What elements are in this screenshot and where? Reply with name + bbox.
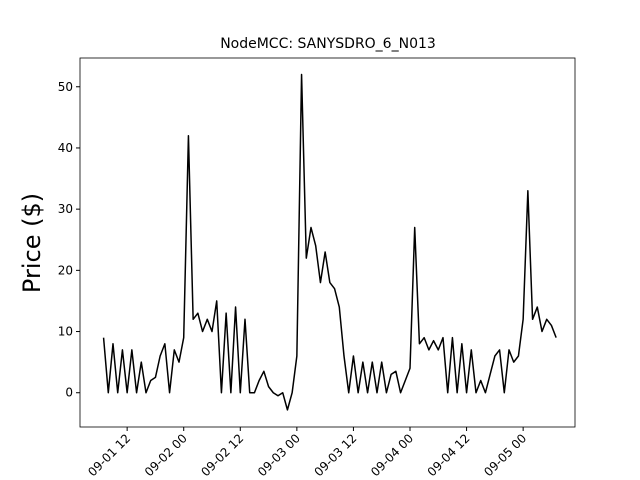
x-tick-label: 09-03 00 bbox=[255, 431, 303, 479]
y-tick-label: 20 bbox=[58, 263, 73, 277]
x-tick-label: 09-01 12 bbox=[85, 431, 133, 479]
x-tick-label: 09-02 12 bbox=[198, 431, 246, 479]
x-tick-label: 09-04 12 bbox=[425, 431, 473, 479]
x-tick-label: 09-02 00 bbox=[142, 431, 190, 479]
x-tick-label: 09-03 12 bbox=[311, 431, 359, 479]
y-tick-label: 0 bbox=[65, 386, 73, 400]
y-tick-label: 30 bbox=[58, 202, 73, 216]
chart-title: NodeMCC: SANYSDRO_6_N013 bbox=[220, 36, 436, 52]
y-tick-label: 50 bbox=[58, 80, 73, 94]
y-tick-label: 40 bbox=[58, 141, 73, 155]
plot-frame bbox=[79, 57, 576, 428]
y-tick-label: 10 bbox=[58, 325, 73, 339]
x-tick-label: 09-04 00 bbox=[368, 431, 416, 479]
price-line bbox=[102, 73, 557, 411]
x-tick-label: 09-05 00 bbox=[481, 431, 529, 479]
y-axis-label: Price ($) bbox=[18, 193, 46, 293]
